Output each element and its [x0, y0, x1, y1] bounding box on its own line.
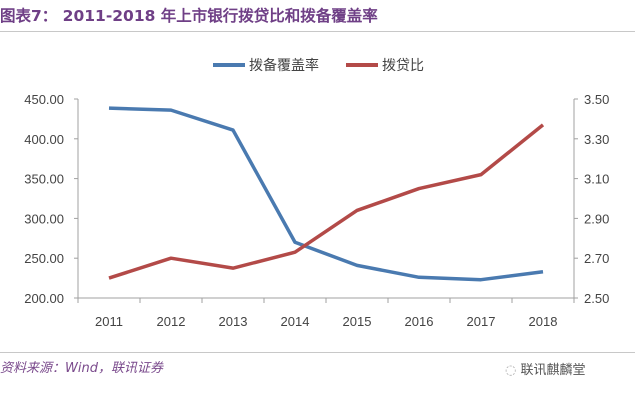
series-line-2 — [108, 123, 545, 280]
left-tick-label: 350.00 — [24, 172, 64, 187]
legend-label: 拨备覆盖率 — [249, 57, 319, 73]
series-line-1 — [108, 106, 544, 282]
chart-title: 图表7： 2011-2018 年上市银行拨贷比和拨备覆盖率 — [0, 7, 378, 25]
x-tick-label: 2011 — [95, 314, 123, 329]
left-tick-label: 200.00 — [24, 291, 64, 306]
legend: 拨备覆盖率 拨贷比 — [213, 57, 424, 73]
x-tick-label: 2012 — [157, 314, 186, 329]
x-tick-label: 2014 — [281, 314, 310, 329]
series-lines — [108, 106, 545, 282]
legend-label: 拨贷比 — [382, 57, 424, 73]
logo-text: 联讯麒麟堂 — [520, 363, 586, 378]
source-note: 资料来源：Wind，联讯证券 — [0, 361, 163, 376]
axes: 200.00 250.00 300.00 350.00 400.00 450.00 2.50… — [24, 92, 609, 329]
x-tick-label: 2016 — [405, 314, 434, 329]
right-tick-label: 2.70 — [584, 251, 609, 266]
left-tick-label: 450.00 — [24, 92, 64, 107]
right-tick-label: 3.30 — [584, 132, 609, 147]
right-tick-label: 3.50 — [584, 92, 609, 107]
x-tick-label: 2015 — [343, 314, 372, 329]
footer-divider — [0, 352, 635, 353]
left-tick-label: 300.00 — [24, 211, 64, 226]
left-tick-label: 400.00 — [24, 132, 64, 147]
x-tick-label: 2013 — [219, 314, 248, 329]
right-tick-label: 3.10 — [584, 172, 609, 187]
right-tick-label: 2.90 — [584, 211, 609, 226]
chart: 拨备覆盖率 拨贷比 200.00 250.00 300.00 350.00 400.00 4… — [24, 57, 609, 329]
left-tick-label: 250.00 — [24, 251, 64, 266]
title-divider — [0, 31, 635, 32]
x-tick-label: 2017 — [467, 314, 496, 329]
wechat-icon: ◌ — [505, 363, 521, 378]
watermark-logo: ◌ 联讯麒麟堂 — [505, 359, 586, 378]
x-tick-label: 2018 — [529, 314, 558, 329]
right-tick-label: 2.50 — [584, 291, 609, 306]
